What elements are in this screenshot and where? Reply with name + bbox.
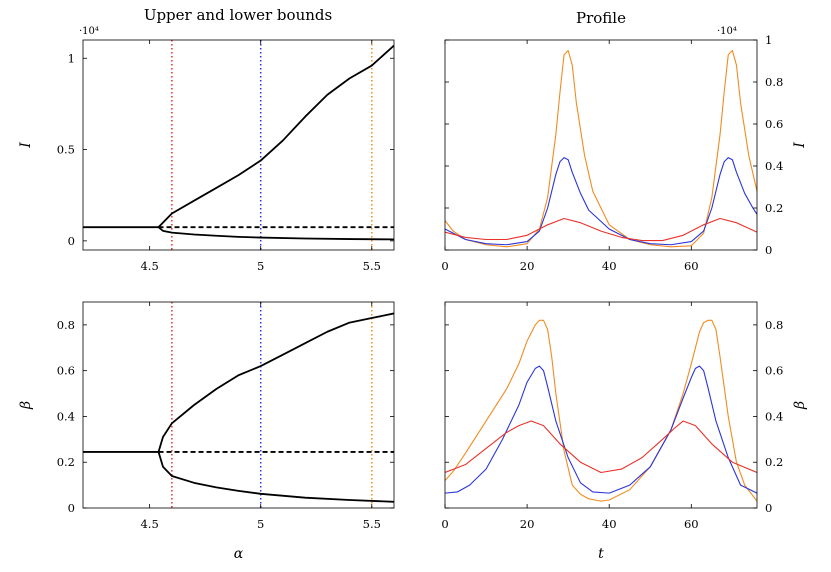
x-tick-label: 5.5 — [363, 259, 381, 273]
y-tick-label: 0.4 — [765, 409, 783, 423]
x-tick-label: 40 — [602, 517, 617, 531]
series-line-3 — [445, 217, 757, 242]
y-tick-label: 0 — [765, 243, 772, 257]
y-tick-label: 0.2 — [765, 201, 783, 215]
y-tick-label: 0.2 — [765, 455, 783, 469]
x-tick-label: 60 — [684, 517, 699, 531]
x-tick-label: 60 — [684, 259, 699, 273]
y-tick-label: 0 — [68, 501, 75, 515]
y-tick-label: 0 — [68, 234, 75, 248]
y-axis-label: β — [18, 401, 34, 410]
y-axis-label: β — [792, 401, 808, 410]
y-tick-label: 0.8 — [765, 75, 783, 89]
plot-bottom-left: 4.5 5 5.5 0 0.2 0.4 0.6 0.8 β α — [18, 301, 395, 562]
x-axis-label: t — [598, 546, 604, 562]
series-line-3 — [445, 420, 757, 474]
series-line-1 — [445, 319, 757, 502]
y-tick-label: 0.4 — [765, 159, 783, 173]
x-tick-label: 20 — [520, 259, 535, 273]
y-axis-label: I — [792, 142, 808, 149]
y-tick-label: 0.8 — [57, 318, 75, 332]
y-tick-label: 0.6 — [765, 364, 783, 378]
scale-label: ·10⁴ — [717, 26, 737, 37]
plot-top-right: 0 20 40 60 0 0.2 0.4 0.6 0.8 1 I ·10⁴ — [441, 26, 808, 273]
title-right: Profile — [576, 9, 626, 27]
scale-label: ·10⁴ — [79, 26, 99, 37]
title-left: Upper and lower bounds — [144, 6, 332, 24]
series-line-2 — [445, 365, 757, 494]
series-line-3 — [157, 226, 394, 241]
plot-frame — [444, 301, 758, 509]
plot-bottom-right: 0 20 40 60 0 0.2 0.4 0.6 0.8 β t — [441, 301, 808, 562]
y-tick-label: 0.8 — [765, 318, 783, 332]
y-tick-label: 1 — [765, 33, 772, 47]
plot-frame — [82, 39, 395, 251]
x-tick-label: 5 — [257, 259, 264, 273]
series-line-2 — [157, 44, 394, 228]
x-tick-label: 20 — [520, 517, 535, 531]
y-axis-label: I — [18, 142, 34, 149]
series-line-1 — [445, 49, 757, 248]
y-tick-label: 0.2 — [57, 455, 75, 469]
x-tick-label: 4.5 — [140, 517, 158, 531]
x-tick-label: 0 — [441, 517, 448, 531]
y-tick-label: 0 — [765, 501, 772, 515]
plot-frame — [82, 301, 395, 509]
x-tick-label: 0 — [441, 259, 448, 273]
x-tick-label: 5 — [257, 517, 264, 531]
y-tick-label: 1 — [68, 51, 75, 65]
plot-top-left: 4.5 5 5.5 0 0.5 1 I ·10⁴ — [18, 26, 395, 273]
x-tick-label: 4.5 — [140, 259, 158, 273]
y-tick-label: 0.5 — [57, 143, 75, 157]
y-tick-label: 0.4 — [57, 409, 75, 423]
series-line-3 — [157, 451, 394, 503]
x-tick-label: 40 — [602, 259, 617, 273]
y-tick-label: 0.6 — [57, 364, 75, 378]
x-tick-label: 5.5 — [363, 517, 381, 531]
series-line-2 — [157, 312, 394, 453]
plot-frame — [444, 39, 758, 251]
x-axis-label: α — [234, 546, 244, 562]
y-tick-label: 0.6 — [765, 117, 783, 131]
series-line-2 — [445, 157, 757, 246]
